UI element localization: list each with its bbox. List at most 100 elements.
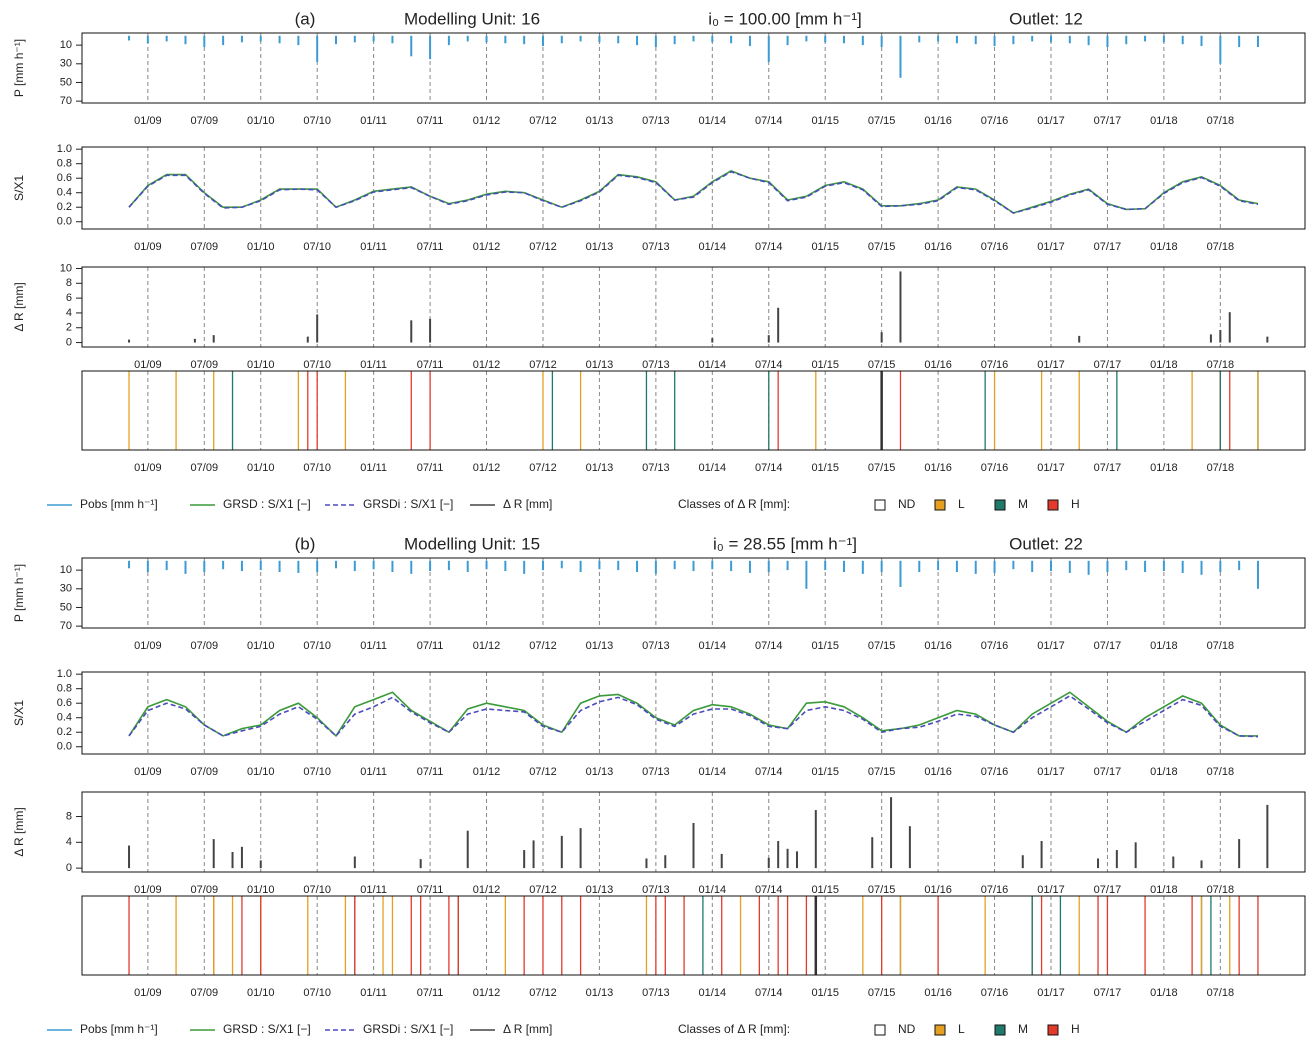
x-tick-label: 01/16 bbox=[924, 462, 952, 474]
x-tick-label: 01/15 bbox=[811, 241, 839, 253]
x-tick-label: 07/18 bbox=[1207, 987, 1235, 999]
x-tick-label: 07/18 bbox=[1207, 462, 1235, 474]
bar bbox=[212, 839, 215, 869]
legend-label: GRSD : S/X1 [−] bbox=[223, 1022, 311, 1036]
x-tick-label: 01/14 bbox=[699, 766, 727, 778]
x-tick-label: 07/10 bbox=[303, 884, 331, 896]
bar bbox=[1219, 560, 1222, 572]
bar bbox=[1097, 858, 1100, 869]
legend-label: GRSDi : S/X1 [−] bbox=[363, 497, 453, 511]
chart-title: Modelling Unit: 15 bbox=[404, 534, 540, 553]
x-tick-label: 01/13 bbox=[586, 462, 614, 474]
x-tick-label: 07/12 bbox=[529, 241, 557, 253]
bar bbox=[410, 320, 413, 343]
y-tick-label: 4 bbox=[66, 836, 72, 848]
legend-box bbox=[1047, 1024, 1059, 1036]
legend-box bbox=[934, 1024, 946, 1036]
bar bbox=[353, 35, 356, 43]
bar bbox=[560, 35, 563, 44]
bar bbox=[786, 848, 789, 869]
x-tick-label: 01/11 bbox=[360, 884, 387, 896]
x-tick-label: 01/12 bbox=[473, 987, 501, 999]
x-tick-label: 07/12 bbox=[529, 987, 557, 999]
legend-box bbox=[994, 499, 1006, 511]
x-tick-label: 07/12 bbox=[529, 640, 557, 652]
legend-label: Pobs [mm h⁻¹] bbox=[80, 497, 158, 511]
x-tick-label: 01/09 bbox=[134, 115, 162, 127]
x-tick-label: 01/17 bbox=[1037, 640, 1065, 652]
bar bbox=[419, 859, 422, 869]
x-tick-label: 07/15 bbox=[868, 462, 896, 474]
legend-label: M bbox=[1018, 1022, 1028, 1036]
x-tick-label: 07/17 bbox=[1094, 241, 1122, 253]
y-tick-label: 2 bbox=[66, 322, 72, 334]
bar bbox=[579, 35, 582, 42]
bar bbox=[664, 855, 667, 869]
bar bbox=[1134, 842, 1137, 869]
bar bbox=[1068, 35, 1071, 44]
bar bbox=[1040, 841, 1043, 869]
bar bbox=[579, 828, 582, 869]
x-tick-label: 07/12 bbox=[529, 766, 557, 778]
x-tick-label: 01/16 bbox=[924, 766, 952, 778]
y-tick-label: 50 bbox=[60, 601, 72, 613]
bar bbox=[1238, 839, 1241, 869]
bar bbox=[466, 830, 469, 869]
x-tick-label: 01/09 bbox=[134, 462, 162, 474]
x-tick-label: 07/18 bbox=[1207, 766, 1235, 778]
x-tick-label: 01/18 bbox=[1150, 462, 1178, 474]
x-tick-label: 07/15 bbox=[868, 987, 896, 999]
x-tick-label: 07/18 bbox=[1207, 640, 1235, 652]
bar bbox=[636, 560, 639, 572]
x-tick-label: 01/11 bbox=[360, 115, 387, 127]
bar bbox=[193, 338, 196, 343]
y-tick-label: 0.8 bbox=[57, 158, 72, 170]
x-tick-label: 01/12 bbox=[473, 462, 501, 474]
bar bbox=[1181, 560, 1184, 573]
bar bbox=[673, 560, 676, 570]
x-tick-label: 07/10 bbox=[303, 640, 331, 652]
plot-frame bbox=[81, 557, 1306, 629]
bar bbox=[617, 35, 620, 44]
bar bbox=[890, 797, 893, 869]
panel-label: (b) bbox=[295, 534, 316, 553]
legend-label: Δ R [mm] bbox=[503, 497, 552, 511]
x-tick-label: 07/14 bbox=[755, 766, 783, 778]
bar bbox=[645, 858, 648, 869]
bar bbox=[560, 835, 563, 869]
x-tick-label: 07/16 bbox=[981, 640, 1009, 652]
x-tick-label: 07/11 bbox=[417, 884, 444, 896]
x-tick-label: 01/11 bbox=[360, 987, 387, 999]
x-tick-label: 07/10 bbox=[303, 766, 331, 778]
x-tick-label: 07/09 bbox=[191, 359, 219, 371]
x-tick-label: 07/13 bbox=[642, 884, 670, 896]
x-tick-label: 01/15 bbox=[811, 766, 839, 778]
x-tick-label: 01/11 bbox=[360, 241, 387, 253]
bar bbox=[1115, 850, 1118, 869]
bar bbox=[541, 35, 544, 47]
x-tick-label: 01/12 bbox=[473, 766, 501, 778]
x-tick-label: 07/11 bbox=[417, 640, 444, 652]
panel-label: (a) bbox=[295, 9, 316, 28]
bar bbox=[1162, 35, 1165, 43]
bar bbox=[165, 35, 168, 42]
x-tick-label: 01/13 bbox=[586, 359, 614, 371]
x-tick-label: 07/09 bbox=[191, 766, 219, 778]
series-line bbox=[128, 170, 1259, 214]
x-tick-label: 07/16 bbox=[981, 241, 1009, 253]
x-tick-label: 01/15 bbox=[811, 115, 839, 127]
y-tick-label: 1.0 bbox=[57, 143, 72, 155]
bar bbox=[259, 860, 262, 869]
bar bbox=[203, 35, 206, 47]
bar bbox=[306, 336, 309, 343]
x-tick-label: 07/09 bbox=[191, 884, 219, 896]
y-tick-label: 10 bbox=[60, 39, 72, 51]
legend-label: M bbox=[1018, 497, 1028, 511]
bar bbox=[579, 560, 582, 572]
x-tick-label: 01/09 bbox=[134, 359, 162, 371]
x-tick-label: 01/13 bbox=[586, 115, 614, 127]
legend-title: Classes of Δ R [mm]: bbox=[678, 497, 790, 511]
bar bbox=[692, 35, 695, 42]
x-tick-label: 07/15 bbox=[868, 884, 896, 896]
x-tick-label: 01/10 bbox=[247, 884, 275, 896]
